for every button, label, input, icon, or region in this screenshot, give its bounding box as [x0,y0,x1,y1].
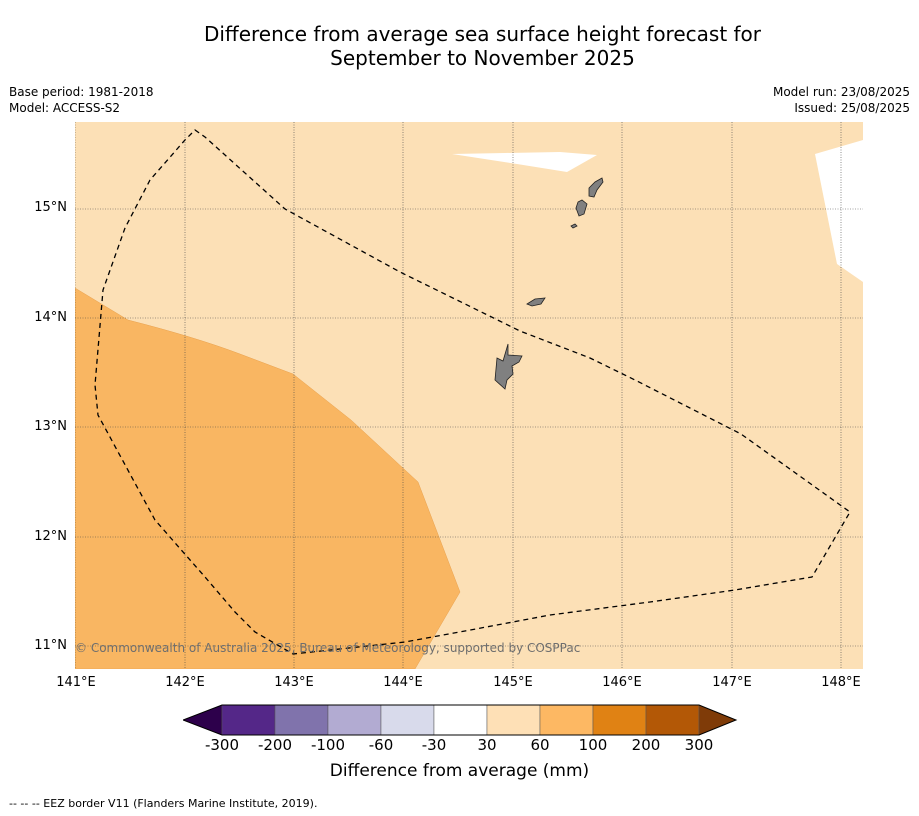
meta-right: Model run: 23/08/2025 Issued: 25/08/2025 [773,84,910,116]
region-neutral-east [815,140,863,282]
colorbar-title: Difference from average (mm) [329,761,590,781]
landmasses [494,177,604,390]
colorbar-segment [380,704,435,736]
colorbar-label: -30 [421,736,447,754]
map-title: Difference from average sea surface heig… [0,22,919,70]
lon-label-146: 146°E [602,675,642,690]
colorbar-segment [221,704,276,736]
issued-date: Issued: 25/08/2025 [794,101,910,115]
lon-label-148: 148°E [821,675,861,690]
lon-label-144: 144°E [383,675,423,690]
title-line-2: September to November 2025 [330,46,635,70]
colorbar [183,704,738,736]
lat-label-11: 11°N [34,638,67,653]
lat-label-15: 15°N [34,200,67,215]
base-period: Base period: 1981-2018 [9,85,154,99]
map-svg [75,122,863,669]
lat-label-12: 12°N [34,529,67,544]
colorbar-label: -200 [257,736,293,754]
colorbar-segment [433,704,488,736]
lon-label-143: 143°E [274,675,314,690]
colorbar-segment [327,704,382,736]
lat-label-14: 14°N [34,310,67,325]
colorbar-segment [486,704,541,736]
copyright-text: © Commonwealth of Australia 2025, Bureau… [75,641,581,655]
colorbar-label: -100 [310,736,346,754]
colorbar-label: -300 [204,736,240,754]
colorbar-outline [183,704,738,736]
island-saipan [588,177,604,198]
colorbar-label: 100 [578,736,608,754]
eez-footnote: -- -- -- EEZ border V11 (Flanders Marine… [9,797,318,810]
colorbar-label: -60 [368,736,394,754]
gridlines [75,122,863,669]
map-panel [75,122,863,669]
colorbar-label: 200 [631,736,661,754]
lon-label-147: 147°E [712,675,752,690]
colorbar-segment [539,704,594,736]
title-line-1: Difference from average sea surface heig… [203,22,762,46]
region-neutral-north [452,152,597,172]
meta-left: Base period: 1981-2018 Model: ACCESS-S2 [9,84,154,116]
model-run: Model run: 23/08/2025 [772,85,910,99]
lon-label-142: 142°E [165,675,205,690]
island-tinian [575,199,588,217]
island-guam [494,343,523,390]
island-aguijan [570,223,578,229]
lat-label-13: 13°N [34,419,67,434]
eez-border [94,129,851,655]
lon-label-141: 141°E [56,675,96,690]
lon-label-145: 145°E [493,675,533,690]
region-60-100 [75,287,461,669]
colorbar-segment [592,704,647,736]
colorbar-label: 60 [530,736,550,754]
island-rota [526,297,546,307]
colorbar-extend-high [698,704,737,736]
colorbar-extend-low [183,704,223,736]
colorbar-label: 300 [684,736,714,754]
colorbar-label: 30 [477,736,497,754]
model-name: Model: ACCESS-S2 [9,101,121,115]
colorbar-segment [274,704,329,736]
colorbar-segment [645,704,700,736]
